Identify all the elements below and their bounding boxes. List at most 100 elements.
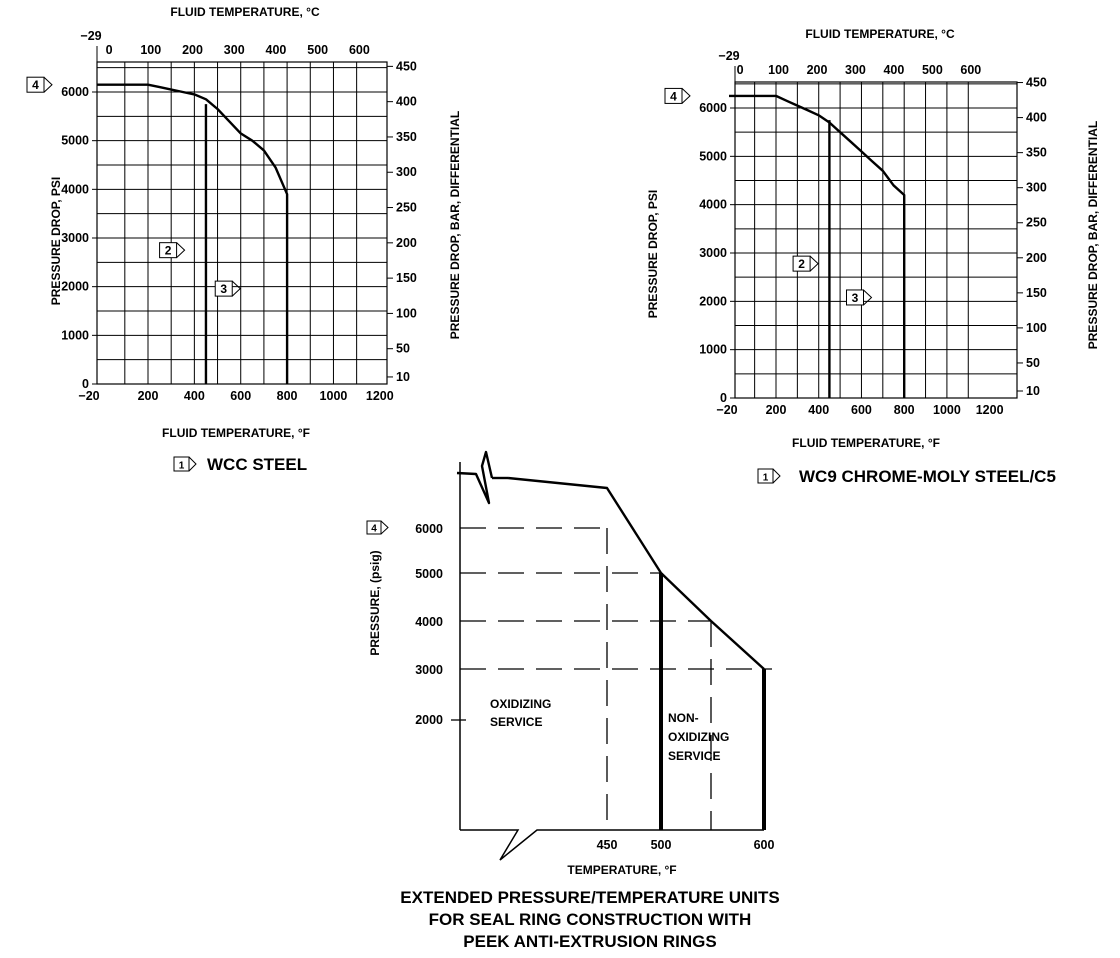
y-axis-label: PRESSURE, (psig) <box>368 550 382 655</box>
y-tick-label: 3000 <box>61 231 89 245</box>
x-tick-label: 1000 <box>933 403 961 417</box>
y2-tick-label: 50 <box>396 342 410 356</box>
marker-number: 4 <box>32 78 39 92</box>
y-tick-label: 4000 <box>699 198 727 212</box>
caption-line-2: FOR SEAL RING CONSTRUCTION WITH <box>429 910 752 929</box>
chart-title: 1 WC9 CHROME-MOLY STEEL/C5 <box>757 467 1056 486</box>
x2-tick-label: 500 <box>922 63 943 77</box>
title-marker-box <box>757 468 774 484</box>
x-tick-label: 500 <box>651 838 672 852</box>
caption-line-3: PEEK ANTI-EXTRUSION RINGS <box>463 932 716 951</box>
caption-line-1: EXTENDED PRESSURE/TEMPERATURE UNITS <box>400 888 779 907</box>
y-tick-label: 3000 <box>415 663 443 677</box>
chart-peek-extended: 2000 3000 4000 5000 6000 4 450 500 600 O… <box>366 450 780 951</box>
chart-title-text: WC9 CHROME-MOLY STEEL/C5 <box>799 467 1056 486</box>
x-tick-label: 400 <box>808 403 829 417</box>
y2-axis-label: PRESSURE DROP, BAR, DIFFERENTIAL <box>448 111 462 339</box>
guide-lines <box>460 527 772 830</box>
y-tick-label: 5000 <box>61 134 89 148</box>
y-tick-label: 1000 <box>699 343 727 357</box>
marker-number: 3 <box>220 282 227 296</box>
x-tick-label: 600 <box>230 389 251 403</box>
callout-marker-3: 3 <box>214 280 241 297</box>
x-ticks: 450 500 600 <box>597 838 775 852</box>
y-tick-label: 6000 <box>415 522 443 536</box>
y2-tick-label: 300 <box>396 165 417 179</box>
y-tick-label: 2000 <box>415 713 443 727</box>
marker-number: 4 <box>670 89 677 103</box>
title-marker-box <box>173 456 190 472</box>
y-tick-label: 2000 <box>699 294 727 308</box>
y-tick-label: 0 <box>720 391 727 405</box>
x-tick-label: 1200 <box>366 389 394 403</box>
y2-tick-label: 450 <box>1026 76 1047 90</box>
y2-tick-label: 300 <box>1026 181 1047 195</box>
x2-axis-label: FLUID TEMPERATURE, °C <box>805 27 955 41</box>
x-axis-label: TEMPERATURE, °F <box>567 863 676 877</box>
x2-tick-label: 300 <box>224 43 245 57</box>
marker-number: 3 <box>852 291 859 305</box>
y2-tick-label: 400 <box>396 95 417 109</box>
y-tick-label: 4000 <box>415 615 443 629</box>
y-axis-label: PRESSURE DROP, PSI <box>49 177 63 305</box>
x2-tick-label: 600 <box>960 63 981 77</box>
y-ticks: 2000 3000 4000 5000 6000 <box>415 522 466 727</box>
chart-title: 1 WCC STEEL <box>173 455 307 474</box>
x2-tick-label: 400 <box>266 43 287 57</box>
region-label-nonox-2: OXIDIZING <box>668 730 729 744</box>
y2-tick-label: 200 <box>396 236 417 250</box>
marker-number: 4 <box>371 524 377 535</box>
y2-axis-label: PRESSURE DROP, BAR, DIFFERENTIAL <box>1086 121 1100 349</box>
y-tick-label: 3000 <box>699 246 727 260</box>
callout-marker-2: 2 <box>159 242 186 259</box>
y-tick-label: 5000 <box>415 567 443 581</box>
plot-frame <box>96 61 388 385</box>
x2-tick-label: 100 <box>140 43 161 57</box>
x-tick-label: 600 <box>851 403 872 417</box>
x-tick-label: 800 <box>277 389 298 403</box>
x2-tick-label: 600 <box>349 43 370 57</box>
y2-tick-label: 200 <box>1026 251 1047 265</box>
callout-marker-4: 4 <box>664 87 691 104</box>
x-axis-label: FLUID TEMPERATURE, °F <box>792 436 940 450</box>
x-axis-line-with-break <box>460 829 764 861</box>
x-tick-label: 200 <box>766 403 787 417</box>
region-label-oxidizing-1: OXIDIZING <box>490 697 551 711</box>
title-marker-arrow <box>772 468 781 484</box>
y-tick-label: 1000 <box>61 328 89 342</box>
axis-break-zigzag <box>456 450 494 505</box>
series-curve <box>97 83 289 384</box>
x2-tick-label: −29 <box>718 49 739 63</box>
callout-marker-3: 3 <box>846 289 873 306</box>
region-label-nonox-3: SERVICE <box>668 749 720 763</box>
x2-tick-label: 400 <box>883 63 904 77</box>
region-label-oxidizing-2: SERVICE <box>490 715 542 729</box>
x2-tick-label: 200 <box>182 43 203 57</box>
title-marker-number: 1 <box>763 473 769 484</box>
y2-tick-label: 450 <box>396 59 417 73</box>
y-tick-label: 5000 <box>699 149 727 163</box>
y-tick-label: 6000 <box>61 85 89 99</box>
x-tick-label: 800 <box>894 403 915 417</box>
chart-wc9-chrome-moly-steel: FLUID TEMPERATURE, °C −20 200 400 600 800 100… <box>646 27 1100 486</box>
y2-tick-label: 350 <box>1026 146 1047 160</box>
x-tick-label: 600 <box>754 838 775 852</box>
callout-marker-4: 4 <box>366 520 389 535</box>
plot-frame <box>734 81 1018 399</box>
callout-marker-4: 4 <box>26 76 53 93</box>
x2-tick-label: 0 <box>106 43 113 57</box>
y2-tick-label: 50 <box>1026 356 1040 370</box>
x2-tick-label: 200 <box>807 63 828 77</box>
y-tick-label: 2000 <box>61 280 89 294</box>
x-tick-label: −20 <box>716 403 737 417</box>
x2-tick-label: 100 <box>768 63 789 77</box>
x-tick-label: 1000 <box>320 389 348 403</box>
title-marker-number: 1 <box>179 461 185 472</box>
y2-tick-label: 250 <box>1026 216 1047 230</box>
chart-wcc-steel: FLUID TEMPERATURE, °C −20 200 400 600 800 100… <box>26 5 462 474</box>
series-curve <box>729 94 906 398</box>
x-axis-label: FLUID TEMPERATURE, °F <box>162 426 310 440</box>
title-marker-arrow <box>188 456 197 472</box>
x2-tick-label: 0 <box>737 63 744 77</box>
